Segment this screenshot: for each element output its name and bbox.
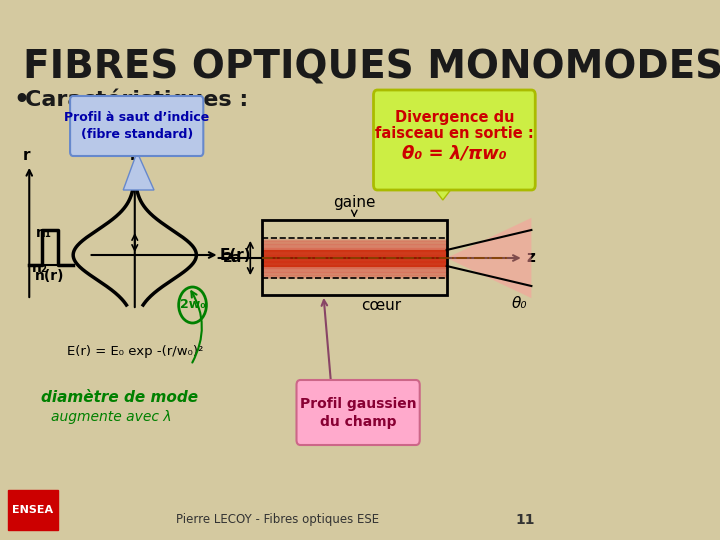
Text: r: r — [23, 148, 31, 163]
Polygon shape — [123, 152, 154, 190]
Polygon shape — [431, 185, 454, 200]
FancyBboxPatch shape — [297, 380, 420, 445]
Text: 2w₀: 2w₀ — [180, 299, 205, 312]
Text: FIBRES OPTIQUES MONOMODES: FIBRES OPTIQUES MONOMODES — [23, 48, 720, 86]
Text: diamètre de mode: diamètre de mode — [41, 390, 198, 405]
FancyBboxPatch shape — [70, 96, 203, 156]
Text: r: r — [130, 148, 137, 163]
Bar — [8, 490, 58, 530]
Text: θ₀ = λ/πw₀: θ₀ = λ/πw₀ — [402, 144, 507, 162]
Text: •: • — [14, 88, 30, 112]
Text: Profil à saut d’indice
(fibre standard): Profil à saut d’indice (fibre standard) — [65, 111, 210, 141]
Text: z: z — [526, 251, 535, 266]
Text: E(r) = E₀ exp -(r/w₀)²: E(r) = E₀ exp -(r/w₀)² — [66, 345, 203, 358]
Bar — [262, 220, 446, 295]
Text: 2a: 2a — [223, 251, 243, 265]
Polygon shape — [446, 218, 531, 298]
Text: cœur: cœur — [361, 298, 401, 313]
Text: Profil gaussien
du champ: Profil gaussien du champ — [300, 397, 416, 429]
Text: Pierre LECOY - Fibres optiques ESE: Pierre LECOY - Fibres optiques ESE — [176, 514, 379, 526]
Text: Divergence du: Divergence du — [395, 110, 514, 125]
Text: ENSEA: ENSEA — [12, 505, 53, 515]
Text: E(r): E(r) — [220, 247, 251, 262]
Text: gaine: gaine — [333, 195, 376, 210]
Text: Caractéristiques :: Caractéristiques : — [24, 88, 248, 110]
Text: n(r): n(r) — [35, 269, 65, 283]
Text: faisceau en sortie :: faisceau en sortie : — [375, 126, 534, 141]
Text: θ₀: θ₀ — [512, 296, 528, 311]
Text: n₁: n₁ — [36, 226, 52, 240]
Text: 11: 11 — [516, 513, 535, 527]
FancyBboxPatch shape — [374, 90, 535, 190]
Text: augmente avec λ: augmente avec λ — [51, 410, 172, 424]
Text: n₂: n₂ — [32, 261, 48, 275]
